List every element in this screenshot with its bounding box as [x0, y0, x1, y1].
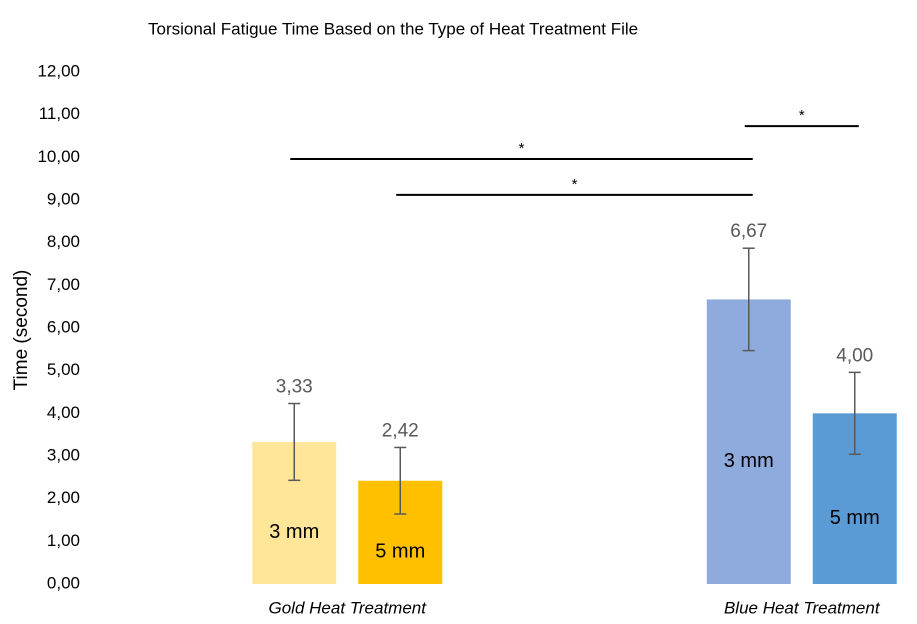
y-tick-label: 4,00 [47, 403, 80, 422]
y-tick-label: 1,00 [47, 531, 80, 550]
y-tick-label: 6,00 [47, 317, 80, 336]
bar-series-label: 5 mm [375, 541, 425, 563]
y-tick-label: 12,00 [37, 61, 80, 80]
significance-mark: * [799, 107, 805, 124]
bar-series-label: 5 mm [830, 507, 880, 529]
bar-series-label: 3 mm [269, 521, 319, 543]
y-tick-label: 7,00 [47, 275, 80, 294]
y-tick-label: 0,00 [47, 573, 80, 592]
y-tick-label: 9,00 [47, 189, 80, 208]
x-tick-label: Gold Heat Treatment [269, 598, 428, 617]
y-tick-label: 10,00 [37, 147, 80, 166]
chart-title: Torsional Fatigue Time Based on the Type… [148, 19, 638, 38]
significance-mark: * [519, 140, 525, 157]
significance-mark: * [572, 176, 578, 193]
x-tick-label: Blue Heat Treatment [724, 598, 881, 617]
value-label: 2,42 [382, 420, 419, 441]
y-axis-title: Time (second) [11, 270, 32, 391]
bar-series-label: 3 mm [724, 450, 774, 472]
value-label: 4,00 [836, 345, 873, 366]
value-label: 3,33 [276, 377, 313, 398]
y-tick-label: 5,00 [47, 360, 80, 379]
y-tick-label: 3,00 [47, 445, 80, 464]
y-tick-label: 8,00 [47, 232, 80, 251]
y-tick-label: 2,00 [47, 488, 80, 507]
value-label: 6,67 [730, 221, 767, 242]
y-tick-label: 11,00 [39, 104, 80, 123]
